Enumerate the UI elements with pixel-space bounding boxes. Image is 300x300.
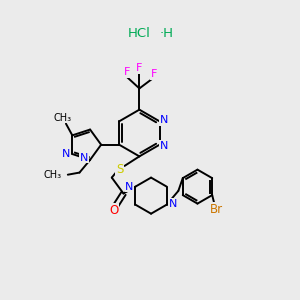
Text: N: N <box>80 153 88 163</box>
Text: O: O <box>109 204 119 217</box>
Text: N: N <box>125 182 134 192</box>
Text: N: N <box>160 115 169 125</box>
Text: CH₃: CH₃ <box>43 170 62 180</box>
Text: N: N <box>62 149 70 159</box>
Text: N: N <box>160 141 169 151</box>
Text: F: F <box>124 67 130 77</box>
Text: S: S <box>116 163 124 176</box>
Text: HCl: HCl <box>128 27 151 40</box>
Text: F: F <box>151 69 158 79</box>
Text: N: N <box>168 199 177 208</box>
Text: Br: Br <box>210 203 223 216</box>
Text: CH₃: CH₃ <box>54 113 72 123</box>
Text: F: F <box>136 63 142 73</box>
Text: ·H: ·H <box>160 27 174 40</box>
